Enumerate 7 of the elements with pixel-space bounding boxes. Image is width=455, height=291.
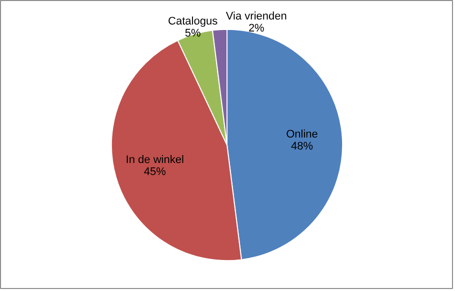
slice-label: In de winkel xyxy=(126,154,184,166)
slice-label: Online xyxy=(286,128,318,140)
data-label: 45% xyxy=(144,166,166,178)
data-label: 48% xyxy=(290,140,314,152)
slice-label: Via vrienden xyxy=(226,10,287,23)
data-label: 2% xyxy=(248,22,265,35)
slice-label: Catalogus xyxy=(168,15,218,28)
